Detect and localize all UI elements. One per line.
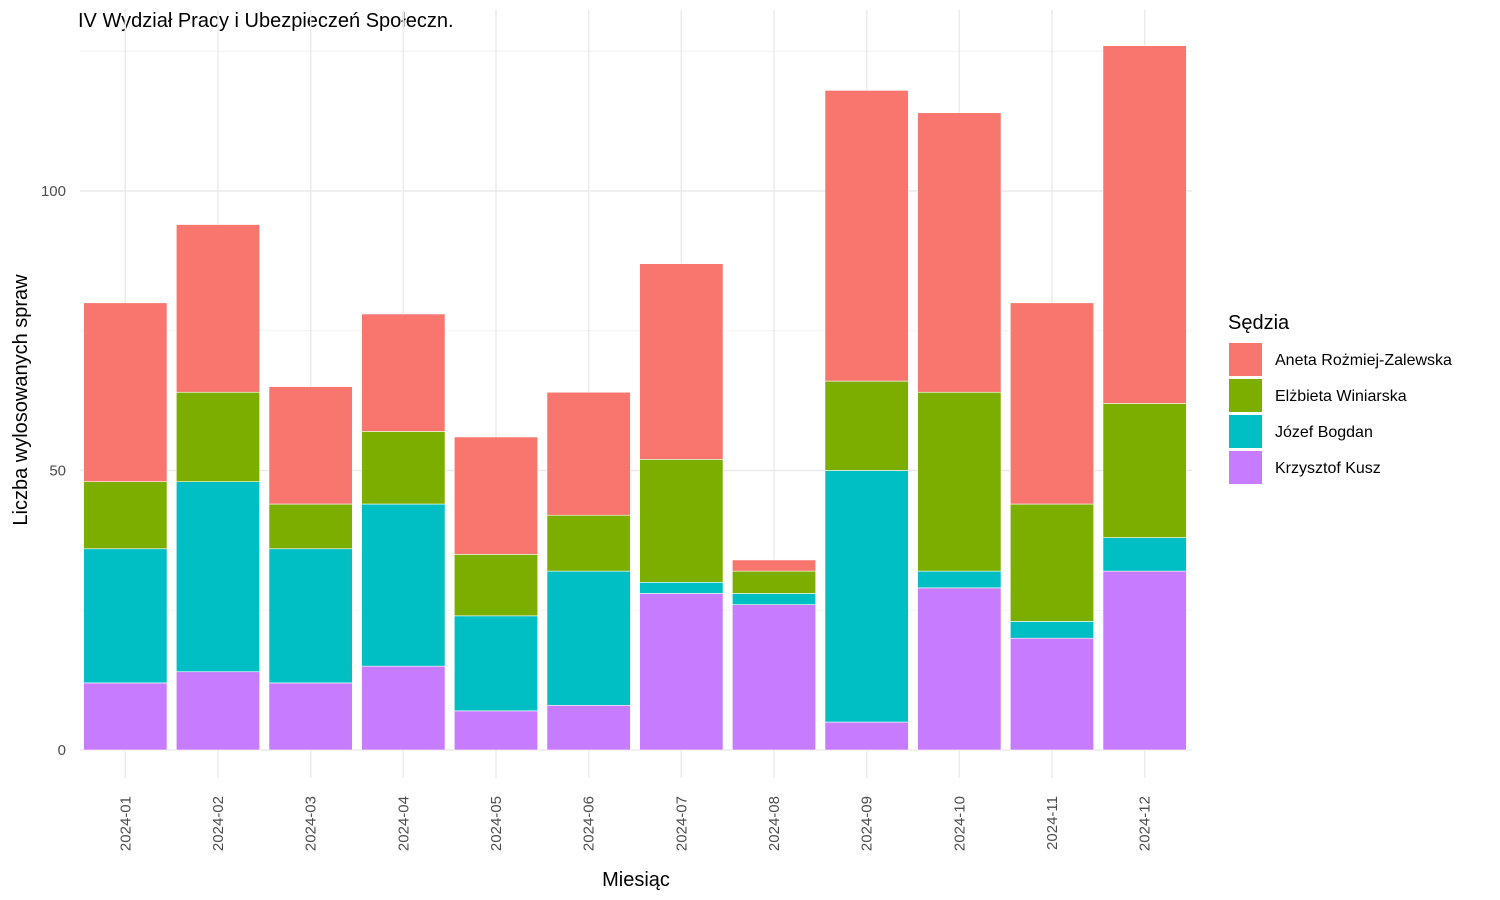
bar-segment (83, 302, 168, 482)
bar-segment (1102, 403, 1187, 538)
bar-segment (546, 391, 631, 516)
x-tick-label: 2024-04 (395, 796, 412, 851)
y-axis-ticks: 0 50 100 (41, 183, 66, 759)
x-tick-label: 2024-10 (951, 796, 968, 851)
bar-segment (1009, 621, 1094, 639)
bar-segment (268, 503, 353, 550)
bar-segment (176, 224, 261, 393)
y-axis-title: Liczba wylosowanych spraw (10, 274, 32, 526)
bar-segment (361, 313, 446, 432)
bar-segment (917, 112, 1002, 393)
bars (83, 45, 1187, 751)
x-tick-label: 2024-06 (581, 796, 598, 851)
x-tick-label: 2024-03 (303, 796, 320, 851)
bar-segment (731, 559, 816, 572)
x-tick-label: 2024-09 (859, 796, 876, 851)
bar-segment (453, 436, 538, 555)
bar-segment (1102, 570, 1187, 751)
bar-segment (176, 481, 261, 673)
x-tick-label: 2024-07 (673, 796, 690, 851)
bar-segment (361, 431, 446, 505)
bar-segment (83, 682, 168, 751)
bar-segment (639, 593, 724, 751)
bar-segment (1102, 537, 1187, 572)
legend-key (1229, 451, 1262, 484)
bar-segment (453, 554, 538, 617)
bar-segment (176, 671, 261, 751)
bar-segment (546, 570, 631, 706)
legend-key (1229, 415, 1262, 448)
x-tick-label: 2024-02 (210, 796, 227, 851)
x-tick-label: 2024-01 (117, 796, 134, 851)
x-axis-ticks: 2024-01 2024-02 2024-03 2024-04 2024-05 2024-… (117, 796, 1153, 851)
legend-label: Krzysztof Kusz (1275, 460, 1381, 477)
bar-segment (917, 587, 1002, 751)
bar-segment (731, 593, 816, 605)
bar-segment (824, 380, 909, 471)
bar-segment (639, 581, 724, 594)
bar-segment (1009, 302, 1094, 505)
y-tick-label: 0 (58, 742, 66, 759)
x-tick-label: 2024-05 (488, 796, 505, 851)
bar-segment (83, 481, 168, 550)
x-tick-label: 2024-08 (766, 796, 783, 851)
x-axis-title: Miesiąc (602, 869, 670, 891)
legend-label: Józef Bogdan (1275, 424, 1373, 441)
bar-segment (1009, 637, 1094, 751)
legend-label: Elżbieta Winiarska (1275, 388, 1407, 405)
bar-segment (731, 604, 816, 751)
x-tick-label: 2024-11 (1044, 796, 1061, 850)
bar-segment (824, 470, 909, 723)
bar-segment (639, 263, 724, 460)
bar-segment (268, 386, 353, 505)
x-tick-label: 2024-12 (1137, 796, 1154, 851)
bar-segment (176, 391, 261, 482)
bar-segment (731, 570, 816, 594)
bar-segment (824, 721, 909, 751)
bar-segment (268, 548, 353, 684)
bar-segment (453, 615, 538, 712)
bar-segment (453, 710, 538, 751)
bar-segment (639, 459, 724, 583)
y-tick-label: 100 (41, 183, 66, 200)
legend-title: Sędzia (1228, 312, 1290, 334)
legend-label: Aneta Rożmiej-Zalewska (1275, 352, 1452, 369)
bar-segment (546, 704, 631, 751)
bar-segment (83, 548, 168, 684)
bar-segment (917, 391, 1002, 572)
y-tick-label: 50 (49, 463, 66, 480)
bar-segment (917, 570, 1002, 589)
bar-segment (361, 665, 446, 751)
bar-segment (1009, 503, 1094, 622)
bar-segment (1102, 45, 1187, 404)
bar-segment (361, 503, 446, 667)
legend: Sędzia Aneta Rożmiej-Zalewska Elżbieta Wi… (1228, 312, 1452, 484)
chart-title: IV Wydział Pracy i Ubezpieczeń Społeczn. (78, 10, 454, 32)
legend-key (1229, 343, 1262, 376)
bar-segment (268, 682, 353, 751)
legend-key (1229, 379, 1262, 412)
bar-segment (824, 90, 909, 382)
bar-segment (546, 514, 631, 572)
